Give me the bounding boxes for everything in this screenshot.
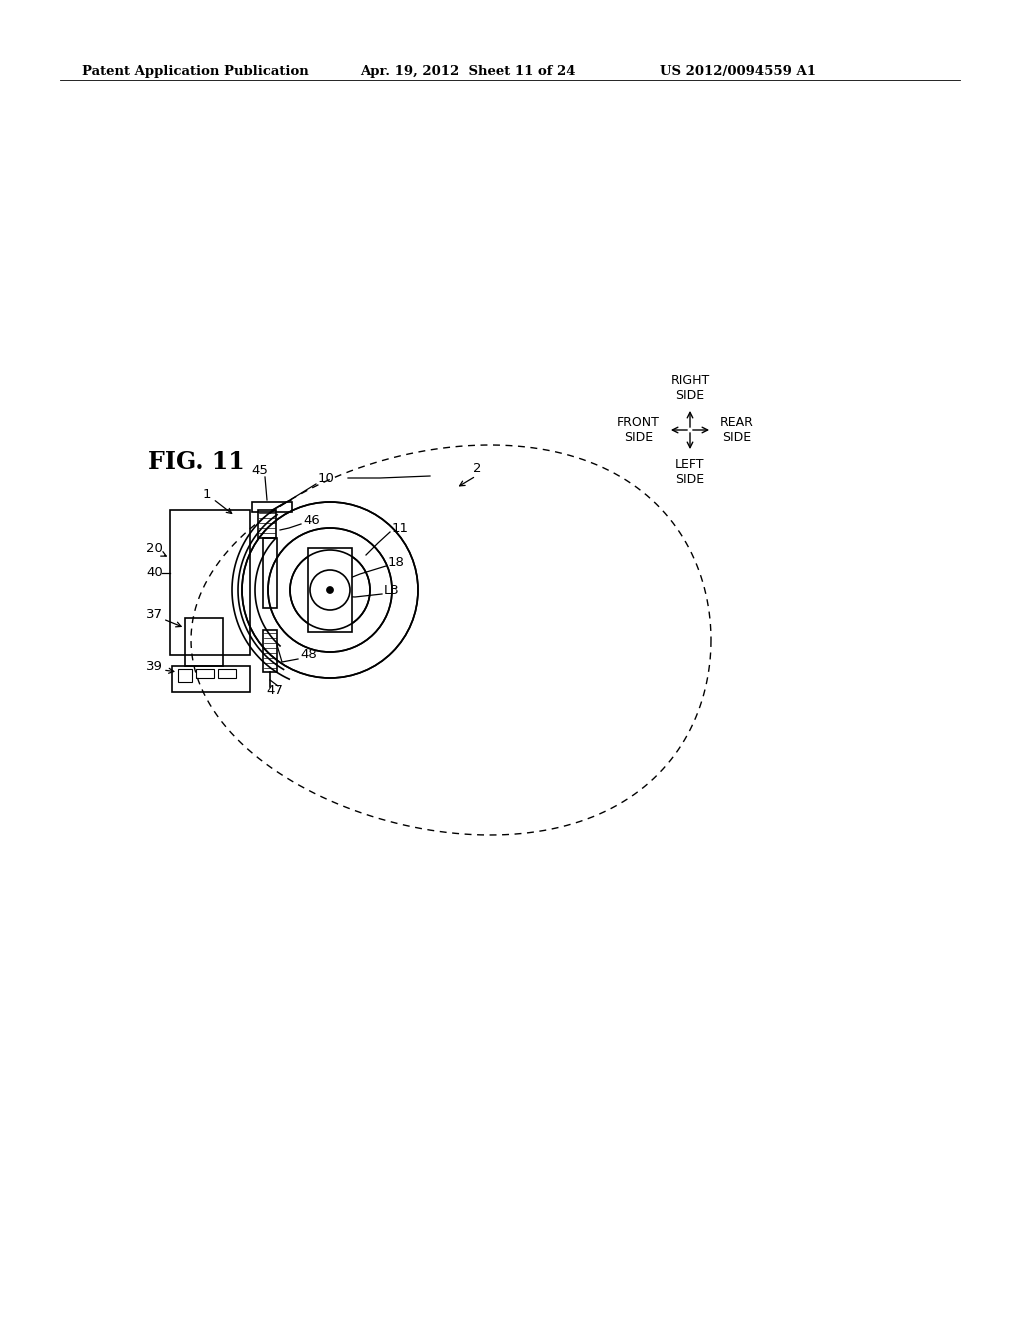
Text: 40: 40 — [146, 566, 163, 579]
Text: 45: 45 — [252, 463, 268, 477]
Text: 10: 10 — [318, 471, 335, 484]
Circle shape — [327, 586, 334, 594]
Text: 46: 46 — [303, 513, 319, 527]
Circle shape — [327, 586, 334, 594]
Text: Apr. 19, 2012  Sheet 11 of 24: Apr. 19, 2012 Sheet 11 of 24 — [360, 65, 575, 78]
Text: FIG. 11: FIG. 11 — [148, 450, 245, 474]
Polygon shape — [308, 548, 352, 632]
Text: L3: L3 — [384, 583, 399, 597]
Text: 39: 39 — [146, 660, 163, 672]
Text: RIGHT
SIDE: RIGHT SIDE — [671, 374, 710, 403]
Text: 37: 37 — [146, 607, 163, 620]
Text: REAR
SIDE: REAR SIDE — [720, 416, 754, 444]
Text: US 2012/0094559 A1: US 2012/0094559 A1 — [660, 65, 816, 78]
Text: 18: 18 — [388, 556, 404, 569]
Text: 2: 2 — [473, 462, 481, 474]
Text: LEFT
SIDE: LEFT SIDE — [675, 458, 705, 486]
Text: 11: 11 — [392, 521, 409, 535]
Text: 20: 20 — [146, 541, 163, 554]
Text: 47: 47 — [266, 684, 284, 697]
Text: 48: 48 — [300, 648, 316, 661]
Text: 1: 1 — [203, 487, 211, 500]
Text: Patent Application Publication: Patent Application Publication — [82, 65, 309, 78]
Text: FRONT
SIDE: FRONT SIDE — [617, 416, 660, 444]
